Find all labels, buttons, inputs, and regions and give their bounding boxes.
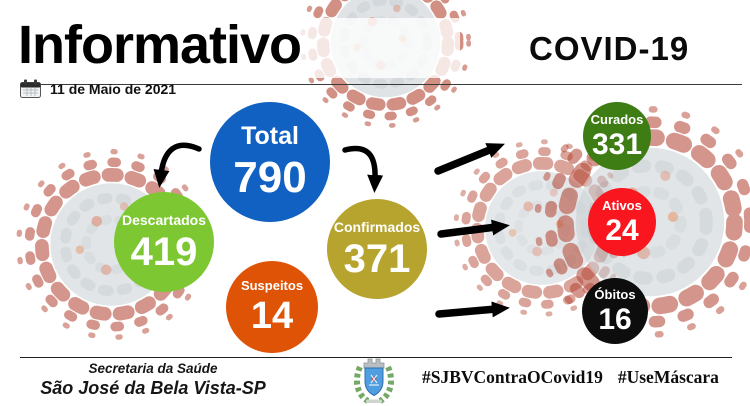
page-title: Informativo xyxy=(18,15,302,75)
stat-value: 14 xyxy=(250,295,294,337)
hashtags: #SJBVContraOCovid19 #UseMáscara xyxy=(422,367,719,388)
stat-value: 16 xyxy=(598,302,632,336)
header-divider xyxy=(20,84,742,85)
stat-label: Descartados xyxy=(121,211,207,228)
stat-label: Ativos xyxy=(602,197,642,213)
stat-value: 331 xyxy=(591,127,643,161)
arrow-total-to-descartados xyxy=(153,142,202,188)
stat-circle-total: Total 790 xyxy=(210,102,330,222)
report-date: 11 de Maio de 2021 xyxy=(50,80,177,97)
stat-value: 419 xyxy=(130,229,198,274)
stat-value: 24 xyxy=(605,213,639,247)
stat-circle-suspeitos: Suspeitos 14 xyxy=(226,261,318,353)
arrow-to-obitos xyxy=(435,301,510,318)
stat-label: Óbitos xyxy=(594,286,636,302)
hashtag-use-mascara: #UseMáscara xyxy=(617,367,719,387)
stat-label: Suspeitos xyxy=(240,278,304,293)
stat-label: Confirmados xyxy=(333,218,421,235)
header-band-left xyxy=(8,18,460,78)
stat-value: 790 xyxy=(233,153,307,202)
stat-circle-curados: Curados 331 xyxy=(583,102,651,170)
stat-value: 371 xyxy=(343,236,411,281)
header-band-right xyxy=(472,24,744,72)
calendar-icon xyxy=(20,79,41,98)
stat-circle-confirmados: Confirmados 371 xyxy=(327,199,427,299)
hashtag-sjbv-contra-covid: #SJBVContraOCovid19 xyxy=(422,367,603,387)
footer-divider xyxy=(20,357,732,358)
arrow-to-curados xyxy=(434,143,505,175)
arrow-to-ativos xyxy=(437,219,510,238)
covid19-heading: COVID-19 xyxy=(529,30,690,67)
city-coat-of-arms-logo xyxy=(353,358,395,404)
city-name: São José da Bela Vista-SP xyxy=(40,378,266,398)
stat-circle-obitos: Óbitos 16 xyxy=(582,278,648,344)
stat-circle-ativos: Ativos 24 xyxy=(588,188,656,256)
department-name: Secretaria da Saúde xyxy=(88,361,218,376)
arrow-total-to-confirmados xyxy=(342,145,384,193)
stat-label: Curados xyxy=(590,111,644,127)
stat-label: Total xyxy=(241,122,299,150)
footer-signature: Secretaria da Saúde São José da Bela Vis… xyxy=(38,361,268,399)
date-row: 11 de Maio de 2021 xyxy=(20,79,176,98)
stat-circle-descartados: Descartados 419 xyxy=(114,192,214,292)
